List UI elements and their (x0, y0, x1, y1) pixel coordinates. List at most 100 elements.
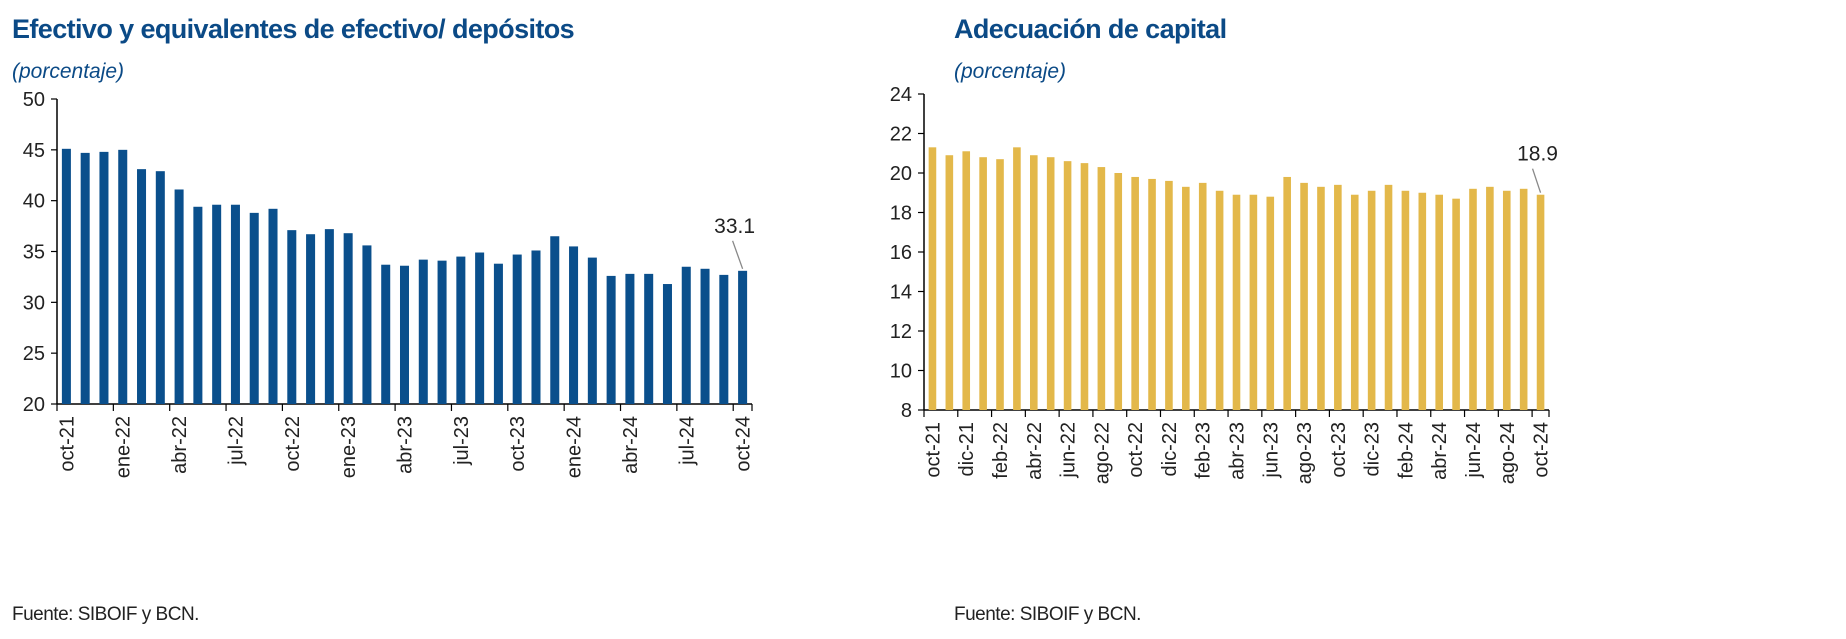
y-tick-label: 14 (890, 282, 912, 304)
bar-jun-23 (437, 260, 447, 404)
bar-may-24 (644, 273, 654, 404)
y-tick-label: 16 (890, 242, 912, 264)
y-tick-label: 18 (890, 203, 912, 225)
bar-jun-24 (1469, 188, 1477, 410)
bar-oct-23 (512, 254, 522, 404)
y-tick-label: 30 (23, 292, 45, 314)
bar-dic-22 (324, 229, 334, 404)
bar-nov-23 (531, 250, 541, 404)
bar-abr-24 (625, 273, 635, 404)
bar-mar-23 (381, 264, 391, 404)
bar-mar-24 (606, 275, 616, 404)
source-note: Fuente: SIBOIF y BCN. (12, 604, 199, 625)
y-tick-label: 35 (23, 242, 45, 264)
x-tick-label: feb-22 (990, 422, 1012, 479)
bar-abr-24 (1435, 194, 1444, 410)
y-tick-label: 20 (890, 163, 912, 185)
y-tick-label: 25 (23, 343, 45, 365)
bar-oct-22 (287, 230, 297, 404)
bar-oct-22 (1131, 176, 1139, 410)
bar-chart-cash-deposits: 20 25 30 35 40 45 50 oct-21 ene-22 abr-22 jul-22 oc… (23, 89, 755, 478)
bar-may-24 (1452, 198, 1460, 410)
bar-oct-21 (928, 147, 937, 410)
bar-jun-22 (212, 204, 222, 404)
bar-jul-24 (681, 266, 691, 404)
bar-mar-22 (155, 171, 165, 404)
bar-nov-21 (80, 152, 90, 404)
bar-sep-23 (493, 263, 503, 404)
bar-jul-23 (1283, 176, 1291, 410)
bar-oct-24 (738, 270, 748, 404)
bar-ago-22 (1097, 167, 1106, 410)
bar-ene-23 (343, 233, 353, 404)
x-tick-label: dic-23 (1362, 422, 1384, 476)
y-tick-label: 50 (23, 89, 45, 111)
x-tick-label: oct-21 (56, 416, 78, 472)
x-tick-label: jun-22 (1058, 422, 1080, 479)
x-tick-label: abr-24 (620, 416, 642, 474)
x-tick-label: jun-24 (1463, 422, 1485, 479)
bar-may-22 (193, 206, 203, 404)
bar-may-23 (418, 259, 428, 404)
x-tick-label: dic-22 (1159, 422, 1181, 476)
annotation-leader (1531, 168, 1542, 193)
bar-chart-capital-adequacy: 8 10 12 14 16 18 20 22 24 oct-21 dic-21 feb-22 abr-2… (890, 84, 1558, 484)
x-tick-label: oct-21 (922, 422, 944, 478)
x-tick-label: oct-24 (733, 416, 755, 472)
bar-oct-23 (1334, 184, 1342, 410)
bar-feb-22 (137, 169, 147, 404)
bar-jun-23 (1266, 196, 1275, 410)
y-tick-label: 10 (890, 361, 912, 383)
bar-sep-22 (268, 208, 278, 404)
x-tick-label: oct-23 (507, 416, 529, 472)
bar-dic-21 (962, 151, 971, 410)
bar-ene-24 (569, 246, 579, 404)
x-tick-label: oct-22 (1125, 422, 1147, 478)
bar-sep-22 (1114, 173, 1123, 410)
x-tick-label: abr-23 (395, 416, 417, 474)
bar-sep-24 (1519, 188, 1528, 410)
bar-jun-22 (1063, 161, 1072, 410)
bar-ago-23 (475, 252, 485, 404)
y-tick-label: 12 (890, 321, 912, 343)
bar-nov-21 (945, 155, 954, 410)
x-tick-label: abr-24 (1429, 422, 1451, 480)
x-tick-label: feb-24 (1395, 422, 1417, 479)
y-tick-label: 40 (23, 191, 45, 213)
x-tick-label: abr-22 (169, 416, 191, 474)
x-tick-label: oct-24 (1531, 422, 1553, 478)
bar-ene-24 (1384, 184, 1393, 410)
bar-feb-24 (1401, 190, 1410, 410)
bar-mar-22 (1013, 147, 1021, 410)
x-tick-label: jul-22 (225, 416, 247, 466)
source-note: Fuente: SIBOIF y BCN. (954, 604, 1141, 625)
bar-jul-23 (456, 256, 466, 404)
chart-panel-cash-deposits: Efectivo y equivalentes de efectivo/ dep… (12, 14, 755, 625)
bar-dic-23 (1367, 190, 1376, 410)
bar-mar-23 (1215, 190, 1224, 410)
bar-may-23 (1249, 194, 1258, 410)
annotation-leader (731, 240, 744, 270)
y-tick-label: 22 (890, 124, 912, 146)
bar-feb-23 (362, 245, 372, 404)
bar-ene-22 (979, 157, 987, 410)
y-tick-label: 45 (23, 140, 45, 162)
bar-abr-23 (1232, 194, 1241, 410)
bar-feb-22 (996, 159, 1004, 410)
bar-jul-22 (230, 204, 240, 404)
bar-ene-23 (1182, 186, 1190, 410)
x-tick-label: jul-24 (676, 416, 698, 466)
x-tick-label: ago-23 (1294, 422, 1316, 484)
chart-subtitle: (porcentaje) (12, 60, 125, 83)
x-tick-label: jun-23 (1260, 422, 1282, 479)
x-tick-label: abr-23 (1227, 422, 1249, 480)
bar-ene-22 (118, 149, 128, 404)
bar-feb-23 (1198, 182, 1207, 410)
x-tick-label: abr-22 (1024, 422, 1046, 480)
bar-dic-21 (99, 151, 109, 404)
annotation-label: 18.9 (1517, 143, 1558, 166)
x-tick-label: ago-24 (1497, 422, 1519, 484)
x-tick-label: oct-22 (282, 416, 304, 472)
chart-panel-capital-adequacy: Adecuación de capital (porcentaje) 8 10 12… (890, 0, 1846, 639)
bar-dic-23 (550, 236, 560, 404)
